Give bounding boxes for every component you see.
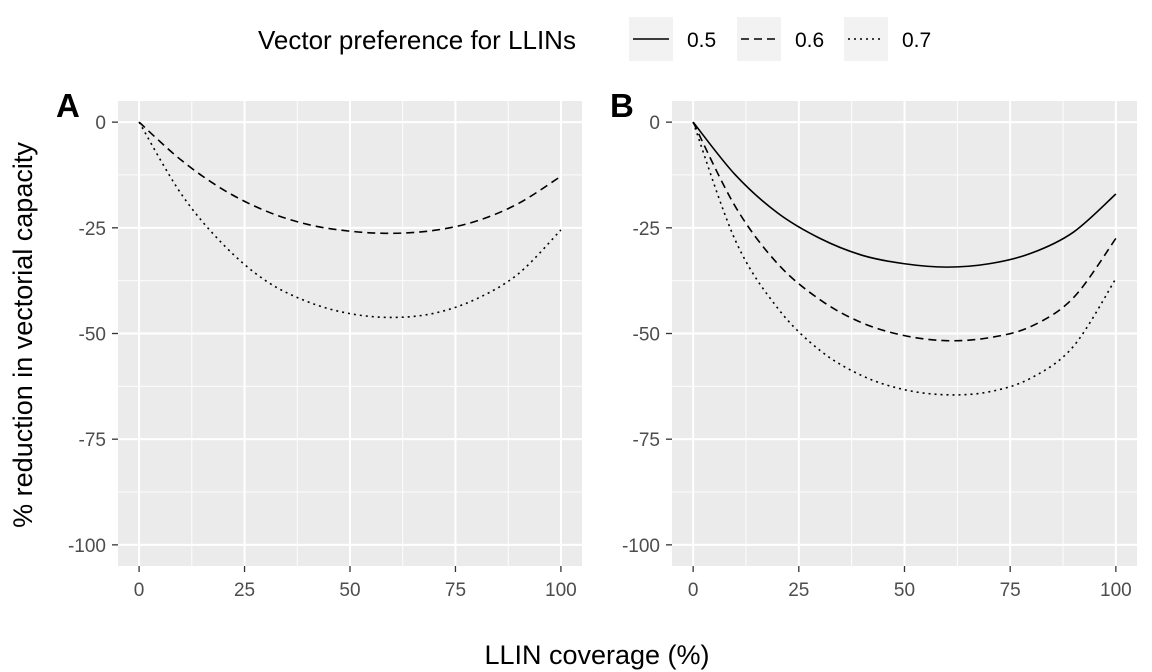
legend-entry-0.5: 0.5 <box>629 17 716 61</box>
x-tick-label: 25 <box>788 580 809 601</box>
panel-A: 0 25 50 75 100 0 -25 -50 -75 -100 A <box>56 87 582 601</box>
y-tick-label: -25 <box>633 219 660 240</box>
x-tick-label: 50 <box>339 580 360 601</box>
x-tick-label: 100 <box>1100 580 1132 601</box>
panel-B: 0 25 50 75 100 0 -25 -50 -75 -100 B <box>610 87 1137 601</box>
legend-label: 0.7 <box>902 29 931 52</box>
legend-title: Vector preference for LLINs <box>258 25 576 55</box>
y-tick-label: -50 <box>633 325 660 346</box>
x-axis-title: LLIN coverage (%) <box>484 640 709 670</box>
legend-label: 0.6 <box>795 29 824 52</box>
y-tick-label: 0 <box>95 113 106 134</box>
y-tick-label: 0 <box>649 113 660 134</box>
x-tick-label: 50 <box>894 580 915 601</box>
y-tick-label: -50 <box>79 325 106 346</box>
series-line-0.7 <box>138 121 562 319</box>
series-line-0.6 <box>138 121 562 235</box>
legend: Vector preference for LLINs 0.5 0.6 0.7 <box>258 17 931 61</box>
y-axis-title: % reduction in vectorial capacity <box>8 142 38 528</box>
y-tick-label: -100 <box>68 536 106 557</box>
x-tick-label: 25 <box>234 580 255 601</box>
panel-tag: A <box>56 87 80 124</box>
y-tick-label: -75 <box>633 430 660 451</box>
legend-entry-0.7: 0.7 <box>844 17 931 61</box>
legend-label: 0.5 <box>687 29 716 52</box>
panel-tag: B <box>610 87 634 124</box>
x-tick-label: 100 <box>545 580 577 601</box>
series-line-0.5 <box>692 121 1117 268</box>
x-tick-label: 0 <box>688 580 699 601</box>
x-tick-label: 75 <box>445 580 466 601</box>
y-tick-label: -100 <box>622 536 660 557</box>
x-tick-label: 75 <box>1000 580 1021 601</box>
y-tick-label: -25 <box>79 219 106 240</box>
legend-entry-0.6: 0.6 <box>737 17 824 61</box>
series-line-0.7 <box>692 121 1117 396</box>
series-line-0.6 <box>692 121 1117 342</box>
x-tick-label: 0 <box>134 580 145 601</box>
y-tick-label: -75 <box>79 430 106 451</box>
